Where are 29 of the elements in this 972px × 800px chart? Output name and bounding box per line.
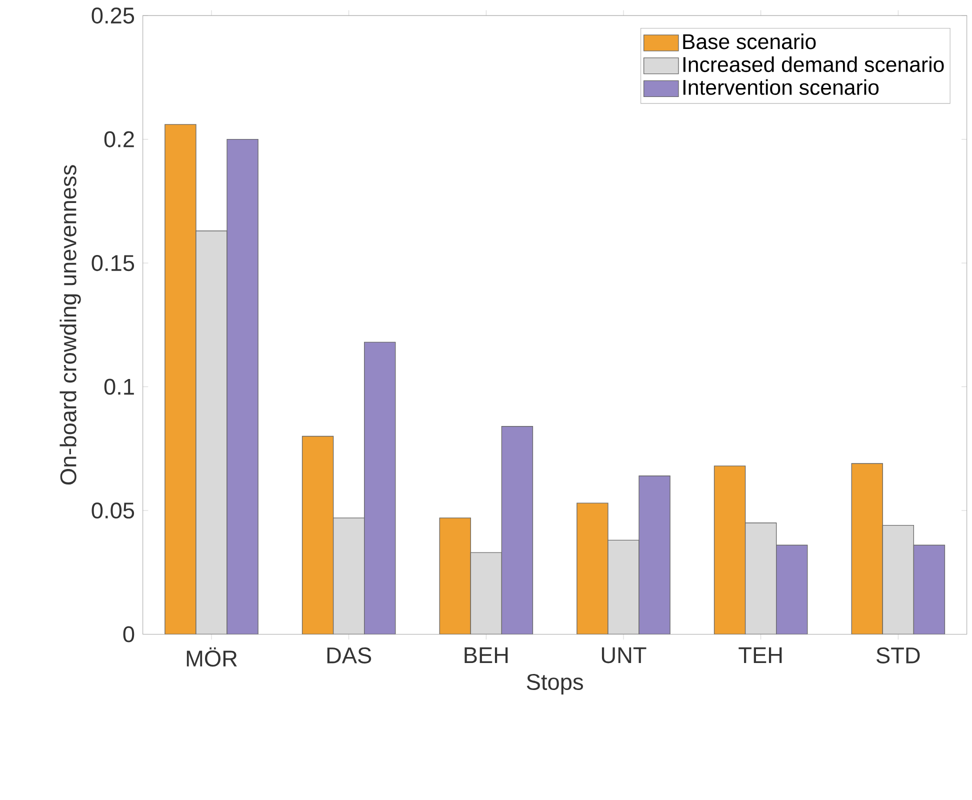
legend-label: Base scenario bbox=[683, 34, 816, 50]
x-axis-title: Stops bbox=[526, 674, 583, 694]
y-tick-label: 0.1 bbox=[104, 378, 134, 395]
bar bbox=[364, 342, 396, 634]
bar bbox=[913, 544, 946, 634]
bar bbox=[776, 544, 808, 634]
bar bbox=[302, 436, 334, 634]
bar bbox=[851, 463, 883, 634]
x-tick-label: MÖR bbox=[186, 647, 237, 667]
legend-label: Increased demand scenario bbox=[683, 56, 944, 72]
bar bbox=[164, 124, 196, 634]
bar bbox=[576, 502, 608, 634]
bar bbox=[638, 476, 670, 634]
y-tick-label: 0.25 bbox=[92, 8, 134, 24]
x-tick-label: UNT bbox=[602, 647, 646, 664]
y-tick-label: 0.2 bbox=[104, 131, 134, 148]
bar bbox=[501, 426, 534, 634]
bar bbox=[226, 138, 258, 634]
x-tick-label: TEH bbox=[738, 647, 782, 663]
bar bbox=[714, 466, 746, 634]
y-axis-title: On-board crowding unevenness bbox=[60, 165, 81, 484]
bar bbox=[439, 518, 471, 634]
y-tick-label: 0.15 bbox=[92, 254, 134, 272]
legend-label: Intervention scenario bbox=[683, 79, 879, 95]
x-tick-label: DAS bbox=[327, 647, 372, 664]
x-tick-label: BEH bbox=[464, 647, 508, 663]
y-tick-label: 0.05 bbox=[92, 502, 134, 519]
x-tick-label: STD bbox=[876, 647, 920, 664]
y-tick-label: 0 bbox=[123, 626, 134, 642]
